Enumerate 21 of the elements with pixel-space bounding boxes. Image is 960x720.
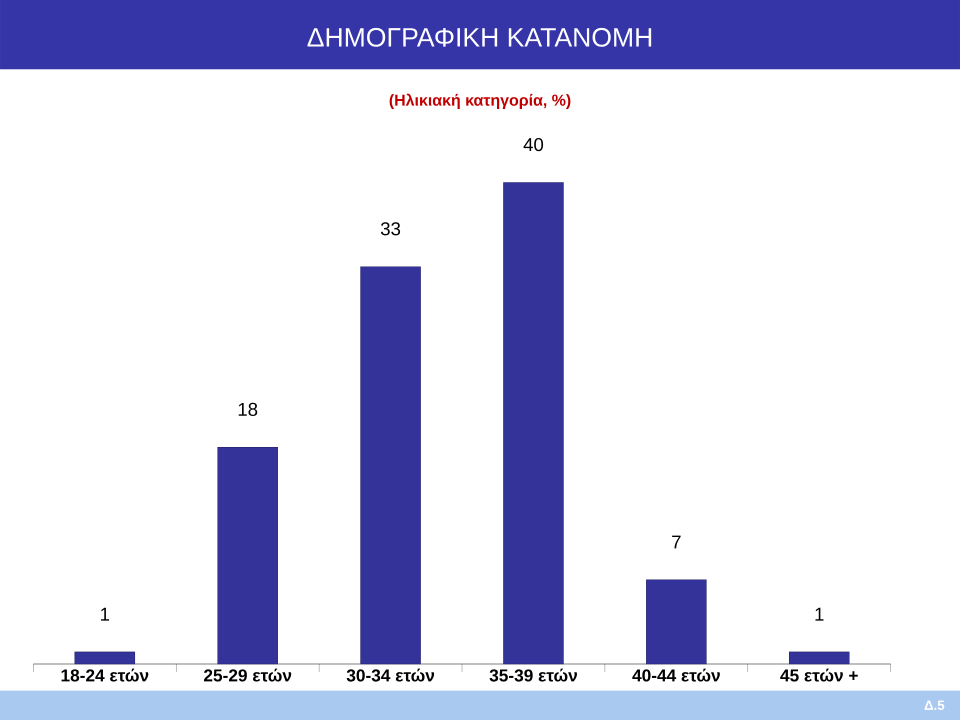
data-label: 40 (524, 138, 544, 152)
text: Δ.5 (924, 700, 944, 710)
x-tick-label: 35-39 ετών (490, 668, 577, 682)
bar (74, 652, 136, 664)
x-tick-label: 30-34 ετών (346, 668, 434, 682)
x-tick-label: 40-44 ετών (632, 668, 720, 682)
bar (646, 579, 707, 664)
data-label: 1 (815, 608, 824, 621)
bar (788, 652, 850, 664)
bar (503, 182, 564, 664)
chart-subtitle: (Ηλικιακή κατηγορία, %) (390, 94, 570, 109)
data-label: 18 (238, 402, 258, 416)
x-tick-label: 25-29 ετών (204, 668, 292, 682)
chart-title: ΔΗΜΟΓΡΑΦΙΚΗ ΚΑΤΑΝΟΜΗ (308, 28, 652, 47)
data-label: 7 (672, 536, 681, 548)
bar (217, 447, 278, 664)
data-label: 33 (380, 222, 400, 236)
data-label: 1 (101, 608, 110, 621)
x-tick-label: 18-24 ετών (62, 668, 148, 682)
x-tick-label: 45 ετών + (780, 668, 858, 682)
bar (360, 266, 421, 664)
